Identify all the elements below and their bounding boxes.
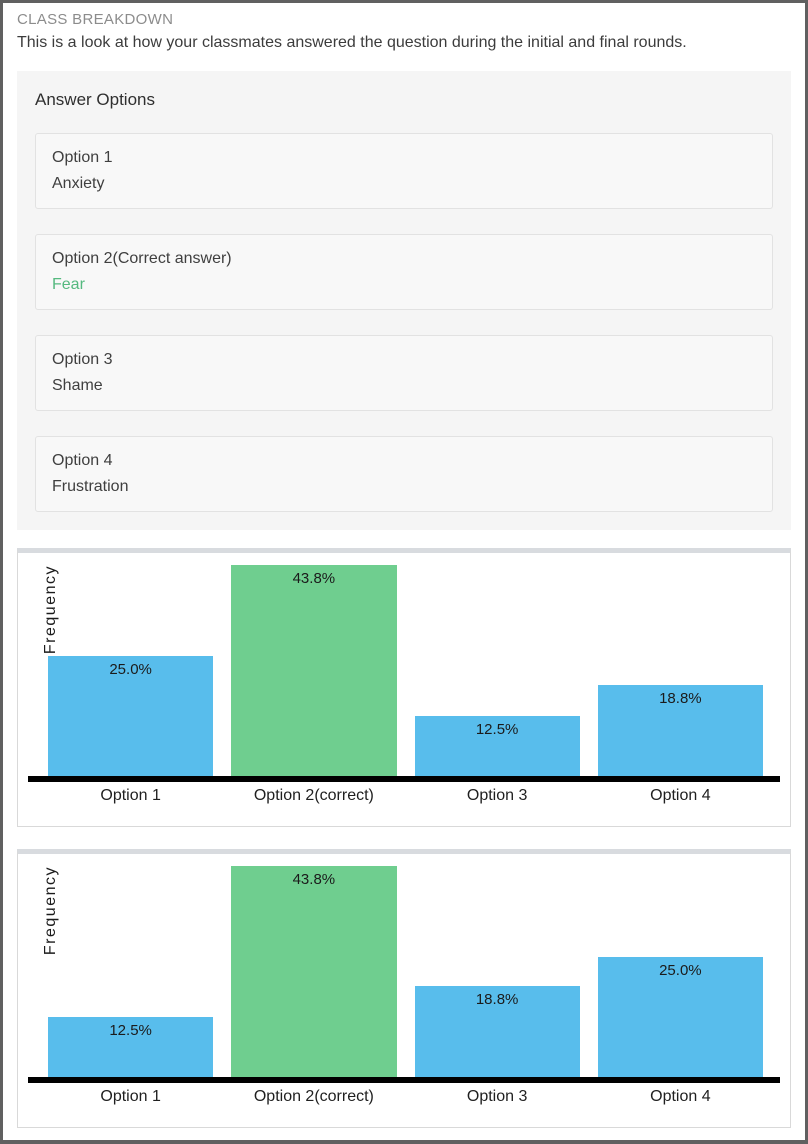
option-card-3: Option 3 Shame (35, 335, 773, 411)
x-axis-line (28, 776, 780, 782)
option-2-label: Option 2(Correct answer) (52, 250, 232, 267)
option-4-label: Option 4 (52, 452, 113, 469)
bar-value-label: 18.8% (475, 991, 519, 1008)
option-card-4: Option 4 Frustration (35, 436, 773, 512)
page-title: CLASS BREAKDOWN (17, 11, 174, 28)
bar-option-4: 25.0% (597, 957, 763, 1077)
option-2-text-correct: Fear (52, 276, 85, 293)
x-axis-line (28, 1077, 780, 1083)
bar-value-label: 25.0% (659, 962, 702, 979)
x-axis-label-option-2-correct: Option 2(correct) (253, 787, 374, 804)
plot-area: 25.0% 43.8% 12.5% 18.8% (28, 565, 780, 776)
answer-options-section: Answer Options Option 1 Anxiety Option 2… (17, 71, 791, 530)
bar-value-label: 18.8% (659, 690, 702, 707)
plot-area: 12.5% 43.8% 18.8% 25.0% (28, 866, 780, 1077)
bars-container: 25.0% 43.8% 12.5% 18.8% (28, 565, 780, 776)
bar-option-1: 12.5% (48, 1017, 214, 1077)
bar-option-4: 18.8% (597, 685, 763, 776)
header: CLASS BREAKDOWN This is a look at how yo… (3, 3, 805, 53)
bar-value-label: 25.0% (109, 661, 152, 678)
bar-option-3: 12.5% (414, 716, 580, 776)
bar-value-label: 43.8% (292, 570, 336, 587)
x-axis-label-option-2-correct: Option 2(correct) (253, 1088, 374, 1105)
x-axis-label-option-1: Option 1 (100, 1088, 161, 1105)
option-3-text: Shame (52, 377, 103, 394)
x-axis-label-option-1: Option 1 (100, 787, 161, 804)
bar-value-label: 12.5% (109, 1022, 152, 1039)
option-card-1: Option 1 Anxiety (35, 133, 773, 209)
bar-option-2-correct: 43.8% (231, 866, 397, 1077)
x-labels-row: Option 1 Option 2(correct) Option 3 Option … (28, 786, 780, 806)
option-4-text: Frustration (52, 478, 129, 495)
x-axis-label-option-4: Option 4 (650, 1088, 711, 1105)
x-axis-label-option-4: Option 4 (650, 787, 711, 804)
bar-value-label: 12.5% (475, 721, 519, 738)
bar-option-2-correct: 43.8% (231, 565, 397, 776)
x-axis-label-option-3: Option 3 (466, 787, 528, 804)
y-axis-label: Frequency (42, 866, 59, 956)
option-card-2-correct: Option 2(Correct answer) Fear (35, 234, 773, 310)
page-subtitle: This is a look at how your classmates an… (17, 34, 687, 51)
x-axis-label-option-3: Option 3 (466, 1088, 528, 1105)
bar-value-label: 43.8% (292, 871, 336, 888)
bar-option-1: 25.0% (48, 656, 214, 776)
answer-options-heading: Answer Options (35, 90, 155, 109)
bar-option-3: 18.8% (414, 986, 580, 1077)
bars-container: 12.5% 43.8% 18.8% 25.0% (28, 866, 780, 1077)
option-3-label: Option 3 (52, 351, 113, 368)
option-1-text: Anxiety (52, 175, 105, 192)
x-labels-row: Option 1 Option 2(correct) Option 3 Option … (28, 1087, 780, 1107)
y-axis-label: Frequency (42, 565, 59, 655)
option-1-label: Option 1 (52, 149, 113, 166)
